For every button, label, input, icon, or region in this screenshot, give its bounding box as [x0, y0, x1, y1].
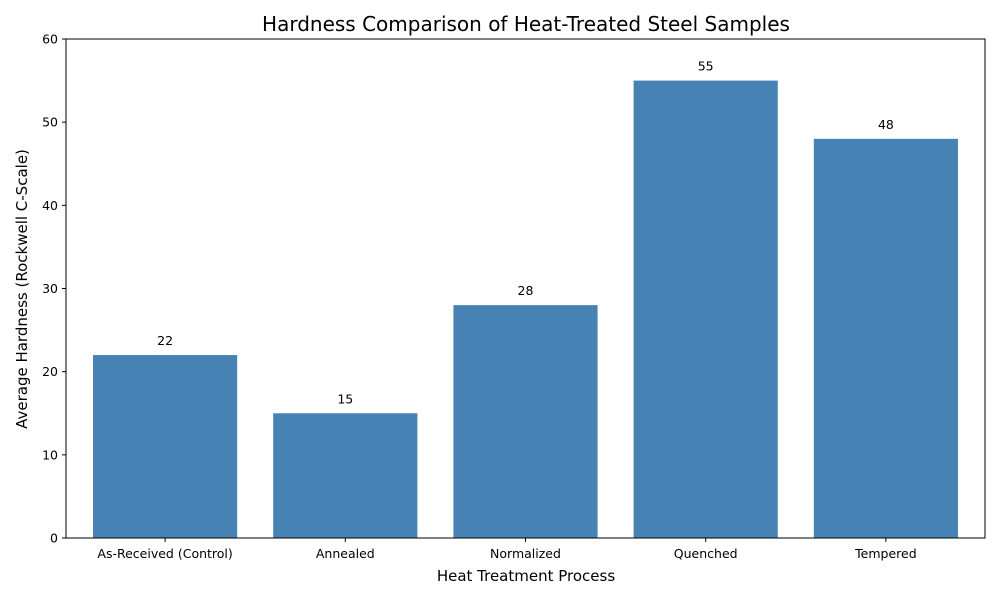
y-axis-label: Average Hardness (Rockwell C-Scale) [13, 149, 31, 429]
y-tick-label-5: 50 [42, 115, 58, 130]
x-axis: As-Received (Control) Annealed Normalized Q… [97, 538, 917, 561]
bars-group [93, 80, 958, 539]
bar-4 [813, 138, 958, 539]
x-tick-label-3: Quenched [674, 546, 738, 561]
y-tick-label-2: 20 [42, 364, 58, 379]
x-axis-label: Heat Treatment Process [437, 567, 616, 585]
x-tick-label-2: Normalized [490, 546, 561, 561]
bar-0 [93, 355, 238, 538]
y-axis: 0 10 20 30 40 50 60 [42, 32, 66, 546]
bar-value-label-4: 48 [878, 117, 894, 132]
bar-value-label-1: 15 [337, 391, 353, 406]
y-tick-label-4: 40 [42, 198, 58, 213]
bar-value-label-2: 28 [518, 283, 534, 298]
bar-value-label-0: 22 [157, 333, 173, 348]
plot-frame [65, 38, 986, 539]
x-tick-label-1: Annealed [316, 546, 375, 561]
y-tick-label-6: 60 [42, 32, 58, 47]
bar-1 [273, 413, 418, 538]
x-tick-label-0: As-Received (Control) [97, 546, 232, 561]
chart-title: Hardness Comparison of Heat-Treated Stee… [262, 12, 790, 36]
y-tick-label-3: 30 [42, 281, 58, 296]
y-tick-label-0: 0 [50, 531, 58, 546]
bar-2 [453, 305, 598, 538]
bar-value-label-3: 55 [698, 59, 714, 74]
x-tick-label-4: Tempered [854, 546, 917, 561]
bar-labels-group: 22 15 28 55 48 [157, 59, 894, 407]
bar-3 [633, 80, 778, 538]
y-tick-label-1: 10 [42, 447, 58, 462]
